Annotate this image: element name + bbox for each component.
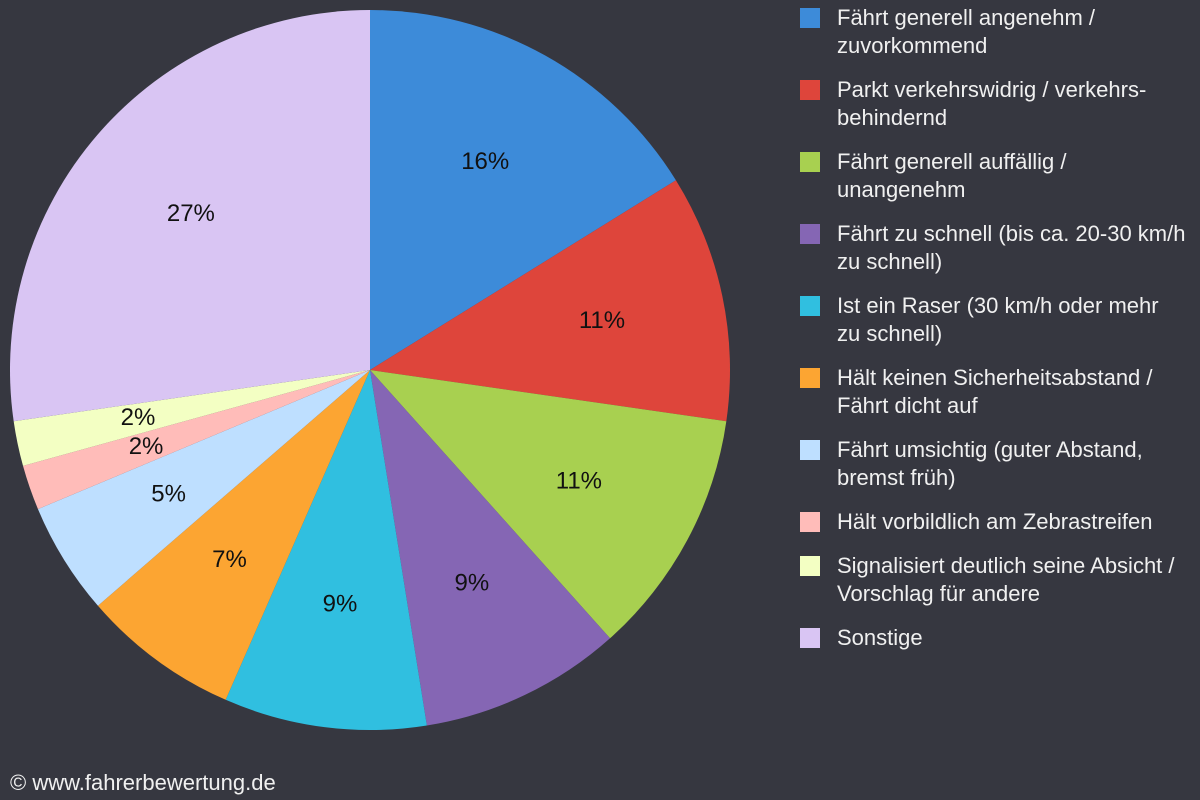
pie-slice [23, 370, 371, 510]
legend-swatch [800, 512, 820, 532]
legend-item: Fährt generell auffällig / unangenehm [800, 148, 1195, 204]
legend-label: Ist ein Raser (30 km/h oder mehr zu schn… [837, 293, 1159, 346]
legend-swatch [800, 8, 820, 28]
data-label: 7% [212, 546, 247, 573]
pie-slice [370, 370, 611, 726]
legend-swatch [800, 80, 820, 100]
legend-label: Signalisiert deutlich seine Absicht / Vo… [837, 553, 1175, 606]
pie-slice [10, 10, 371, 422]
legend-label: Fährt zu schnell (bis ca. 20-30 km/h zu … [837, 221, 1186, 274]
pie-slice [370, 370, 727, 639]
legend-item: Ist ein Raser (30 km/h oder mehr zu schn… [800, 292, 1195, 348]
pie-slice [13, 370, 371, 466]
data-label: 2% [121, 404, 156, 431]
legend-item: Hält vorbildlich am Zebrastreifen [800, 508, 1195, 536]
pie-slice [370, 10, 676, 370]
footer: © www.fahrerbewertung.de [10, 770, 276, 795]
legend-item: Signalisiert deutlich seine Absicht / Vo… [800, 552, 1195, 608]
legend-item: Fährt generell angenehm / zuvorkommend [800, 4, 1195, 60]
legend-label: Hält keinen Sicherheitsabstand / Fährt d… [837, 365, 1153, 418]
legend-swatch [800, 296, 820, 316]
legend-swatch [800, 224, 820, 244]
legend-item: Hält keinen Sicherheitsabstand / Fährt d… [800, 364, 1195, 420]
legend-label: Sonstige [837, 625, 923, 650]
legend-item: Fährt umsichtig (guter Abstand, bremst f… [800, 436, 1195, 492]
legend-swatch [800, 628, 820, 648]
pie-slice [370, 180, 730, 422]
pie-chart: 16% 11% 11% 9% 9% 7% 5% 2%2% 27% [10, 10, 730, 731]
legend-item: Fährt zu schnell (bis ca. 20-30 km/h zu … [800, 220, 1195, 276]
legend-item: Parkt verkehrswidrig / verkehrs-behinder… [800, 76, 1195, 132]
data-label: 9% [323, 590, 358, 617]
pie-slice [225, 370, 427, 731]
legend-item: Sonstige [800, 624, 1195, 652]
data-label: 11% [579, 307, 625, 334]
data-label: 2% [129, 433, 164, 460]
legend-label: Fährt umsichtig (guter Abstand, bremst f… [837, 437, 1143, 490]
data-label: 5% [151, 480, 186, 507]
legend-swatch [800, 368, 820, 388]
data-label: 11% [556, 467, 602, 494]
data-label: 16% [461, 148, 509, 175]
pie-slice [37, 370, 370, 606]
data-label: 9% [455, 569, 490, 596]
legend-swatch [800, 556, 820, 576]
legend: Fährt generell angenehm / zuvorkommend Pa… [800, 4, 1195, 668]
legend-label: Hält vorbildlich am Zebrastreifen [837, 509, 1153, 534]
legend-label: Fährt generell auffällig / unangenehm [837, 149, 1067, 202]
legend-swatch [800, 440, 820, 460]
legend-label: Fährt generell angenehm / zuvorkommend [837, 5, 1096, 58]
data-label: 27% [167, 200, 215, 227]
legend-label: Parkt verkehrswidrig / verkehrs-behinder… [837, 77, 1147, 130]
legend-swatch [800, 152, 820, 172]
pie-slice [97, 370, 371, 700]
